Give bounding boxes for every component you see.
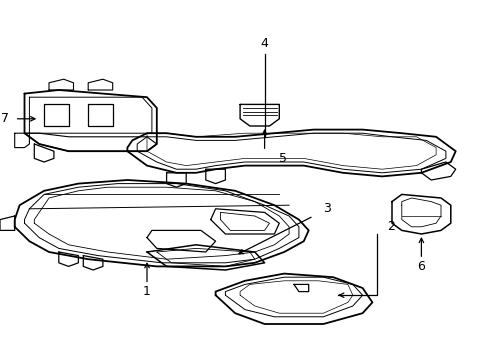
Text: 1: 1 <box>143 285 151 298</box>
Polygon shape <box>211 209 279 234</box>
Polygon shape <box>421 162 456 180</box>
Polygon shape <box>147 245 265 270</box>
Polygon shape <box>44 104 69 126</box>
Polygon shape <box>34 144 54 162</box>
Polygon shape <box>127 130 456 176</box>
Polygon shape <box>15 133 29 148</box>
Text: 7: 7 <box>1 112 9 125</box>
Polygon shape <box>15 180 309 266</box>
Polygon shape <box>83 256 103 270</box>
Text: 6: 6 <box>417 260 425 273</box>
Polygon shape <box>392 194 451 234</box>
Polygon shape <box>88 79 113 90</box>
Polygon shape <box>24 90 157 151</box>
Polygon shape <box>206 169 225 184</box>
Polygon shape <box>24 133 157 151</box>
Polygon shape <box>0 216 15 230</box>
Text: 5: 5 <box>279 152 287 165</box>
Polygon shape <box>49 79 74 90</box>
Polygon shape <box>216 274 372 324</box>
Polygon shape <box>240 104 279 126</box>
Text: 4: 4 <box>261 37 269 50</box>
Polygon shape <box>147 230 216 252</box>
Polygon shape <box>59 252 78 266</box>
Polygon shape <box>88 104 113 126</box>
Polygon shape <box>167 173 186 187</box>
Text: 3: 3 <box>323 202 331 215</box>
Text: 2: 2 <box>387 220 395 233</box>
Polygon shape <box>294 284 309 292</box>
